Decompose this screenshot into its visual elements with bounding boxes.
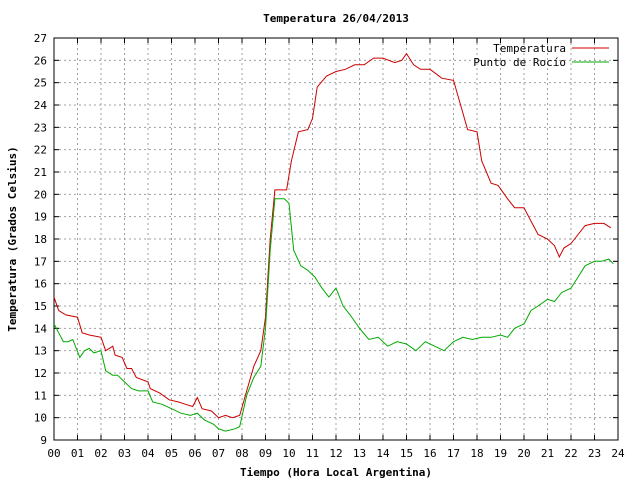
x-tick-label: 04 (141, 447, 155, 460)
x-tick-label: 17 (447, 447, 460, 460)
y-tick-label: 10 (34, 412, 47, 425)
y-tick-label: 11 (34, 389, 47, 402)
x-tick-label: 06 (188, 447, 201, 460)
y-tick-label: 26 (34, 54, 47, 67)
x-tick-label: 20 (517, 447, 530, 460)
y-tick-label: 17 (34, 255, 47, 268)
x-tick-label: 11 (306, 447, 319, 460)
y-tick-label: 23 (34, 121, 47, 134)
y-tick-label: 13 (34, 345, 47, 358)
grid (54, 38, 618, 440)
x-tick-label: 24 (611, 447, 625, 460)
x-tick-label: 23 (588, 447, 601, 460)
y-tick-label: 14 (34, 322, 48, 335)
x-tick-label: 15 (400, 447, 413, 460)
y-tick-label: 9 (40, 434, 47, 447)
x-tick-label: 09 (259, 447, 272, 460)
y-tick-label: 20 (34, 188, 47, 201)
x-tick-label: 02 (94, 447, 107, 460)
x-tick-label: 13 (353, 447, 366, 460)
y-tick-label: 27 (34, 32, 47, 45)
x-tick-label: 00 (47, 447, 60, 460)
y-tick-label: 21 (34, 166, 47, 179)
y-tick-label: 16 (34, 278, 47, 291)
x-tick-label: 03 (118, 447, 131, 460)
x-tick-label: 08 (235, 447, 248, 460)
x-tick-label: 22 (564, 447, 577, 460)
x-tick-label: 12 (329, 447, 342, 460)
y-tick-label: 19 (34, 211, 47, 224)
x-tick-label: 07 (212, 447, 225, 460)
x-tick-label: 19 (494, 447, 507, 460)
y-tick-label: 24 (34, 99, 48, 112)
legend-label: Temperatura (493, 42, 566, 55)
y-tick-label: 18 (34, 233, 47, 246)
x-tick-label: 14 (376, 447, 390, 460)
x-tick-label: 05 (165, 447, 178, 460)
plot-area (53, 52, 614, 432)
x-tick-label: 01 (71, 447, 84, 460)
y-axis-label: Temperatura (Grados Celsius) (6, 146, 19, 331)
plot-frame (53, 37, 619, 441)
y-tick-label: 15 (34, 300, 47, 313)
legend-label: Punto de Rocío (473, 56, 566, 69)
x-tick-label: 10 (282, 447, 295, 460)
x-tick-label: 18 (470, 447, 483, 460)
dewpoint-series-line (53, 198, 614, 432)
y-tick-label: 22 (34, 144, 47, 157)
chart-title: Temperatura 26/04/2013 (263, 12, 409, 25)
x-tick-label: 16 (423, 447, 436, 460)
y-tick-label: 12 (34, 367, 47, 380)
y-tick-label: 25 (34, 77, 47, 90)
x-axis-label: Tiempo (Hora Local Argentina) (240, 466, 432, 479)
temperature-series-line (53, 52, 612, 419)
x-tick-label: 21 (541, 447, 554, 460)
